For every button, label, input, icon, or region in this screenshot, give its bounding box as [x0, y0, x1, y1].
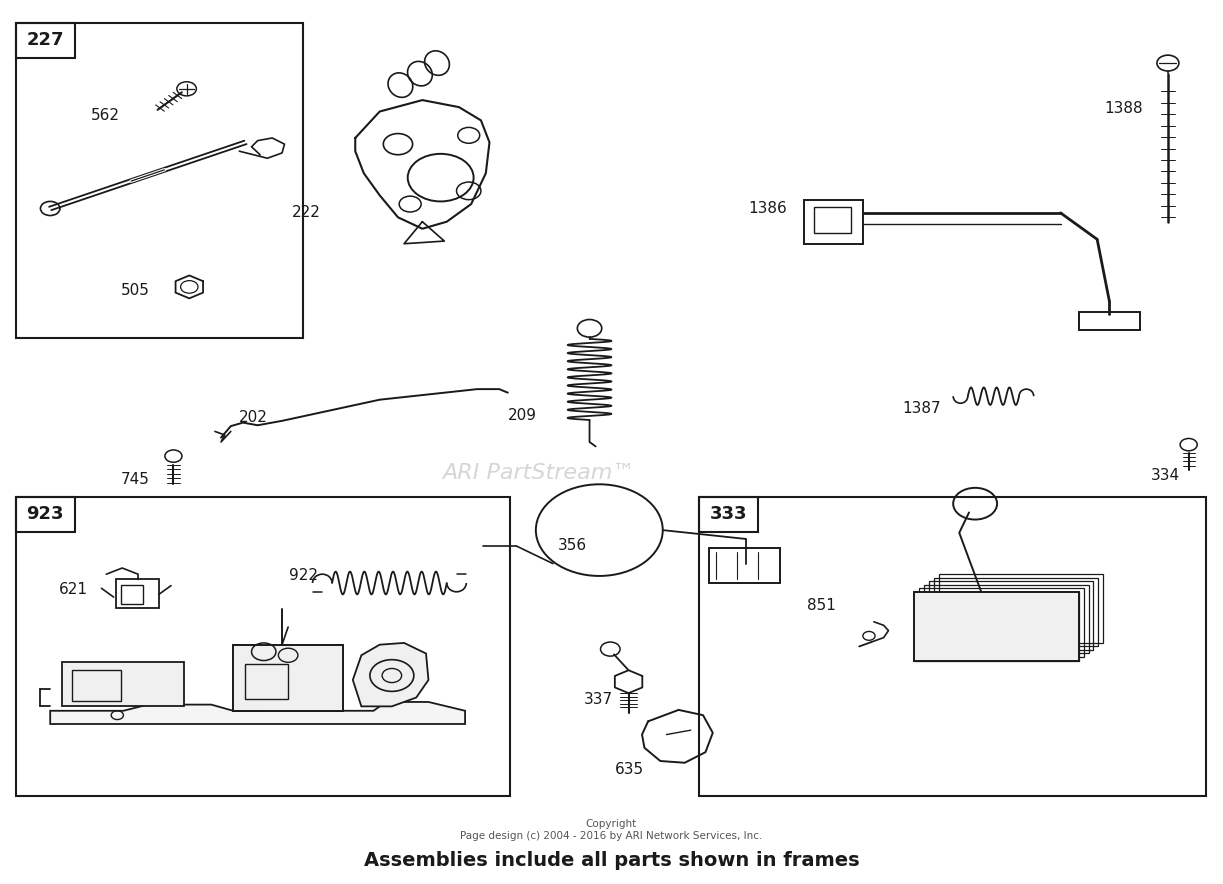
- Bar: [815, 207, 851, 233]
- Text: 1388: 1388: [1104, 102, 1144, 117]
- Bar: [914, 591, 1079, 660]
- Bar: [16, 497, 510, 796]
- Text: Assemblies include all parts shown in frames: Assemblies include all parts shown in fr…: [363, 851, 860, 870]
- Polygon shape: [352, 643, 428, 706]
- Text: 562: 562: [91, 109, 120, 124]
- Bar: [234, 644, 342, 711]
- Bar: [1079, 312, 1140, 330]
- Bar: [246, 664, 289, 699]
- Bar: [16, 497, 75, 532]
- Text: 227: 227: [27, 31, 64, 50]
- Text: 505: 505: [121, 283, 150, 298]
- Bar: [923, 584, 1088, 653]
- Bar: [72, 670, 121, 701]
- Bar: [928, 582, 1093, 650]
- Text: Copyright
Page design (c) 2004 - 2016 by ARI Network Services, Inc.: Copyright Page design (c) 2004 - 2016 by…: [460, 819, 763, 841]
- Text: 333: 333: [709, 506, 747, 523]
- Bar: [16, 22, 303, 338]
- Text: 356: 356: [558, 538, 587, 553]
- Bar: [938, 575, 1103, 643]
- Bar: [805, 200, 863, 244]
- Text: ARI PartStream™: ARI PartStream™: [442, 463, 635, 483]
- Bar: [16, 22, 75, 57]
- Text: 621: 621: [59, 582, 88, 597]
- Bar: [918, 588, 1084, 657]
- Bar: [121, 584, 143, 604]
- Polygon shape: [50, 702, 465, 724]
- Bar: [700, 497, 1206, 796]
- Text: 851: 851: [807, 598, 835, 613]
- Text: 202: 202: [240, 410, 268, 425]
- Bar: [700, 497, 758, 532]
- Text: 745: 745: [121, 471, 150, 486]
- Text: 635: 635: [615, 762, 645, 777]
- Text: 222: 222: [292, 205, 320, 220]
- Bar: [116, 580, 159, 607]
- Text: 209: 209: [508, 408, 537, 423]
- Bar: [709, 548, 780, 583]
- Text: 1386: 1386: [748, 201, 786, 216]
- Bar: [933, 578, 1098, 646]
- Text: 337: 337: [583, 692, 613, 707]
- Bar: [914, 591, 1079, 660]
- Text: 334: 334: [1151, 468, 1180, 483]
- Text: 922: 922: [290, 568, 318, 583]
- Text: 1387: 1387: [901, 401, 940, 416]
- Bar: [62, 662, 185, 706]
- Text: 923: 923: [27, 506, 64, 523]
